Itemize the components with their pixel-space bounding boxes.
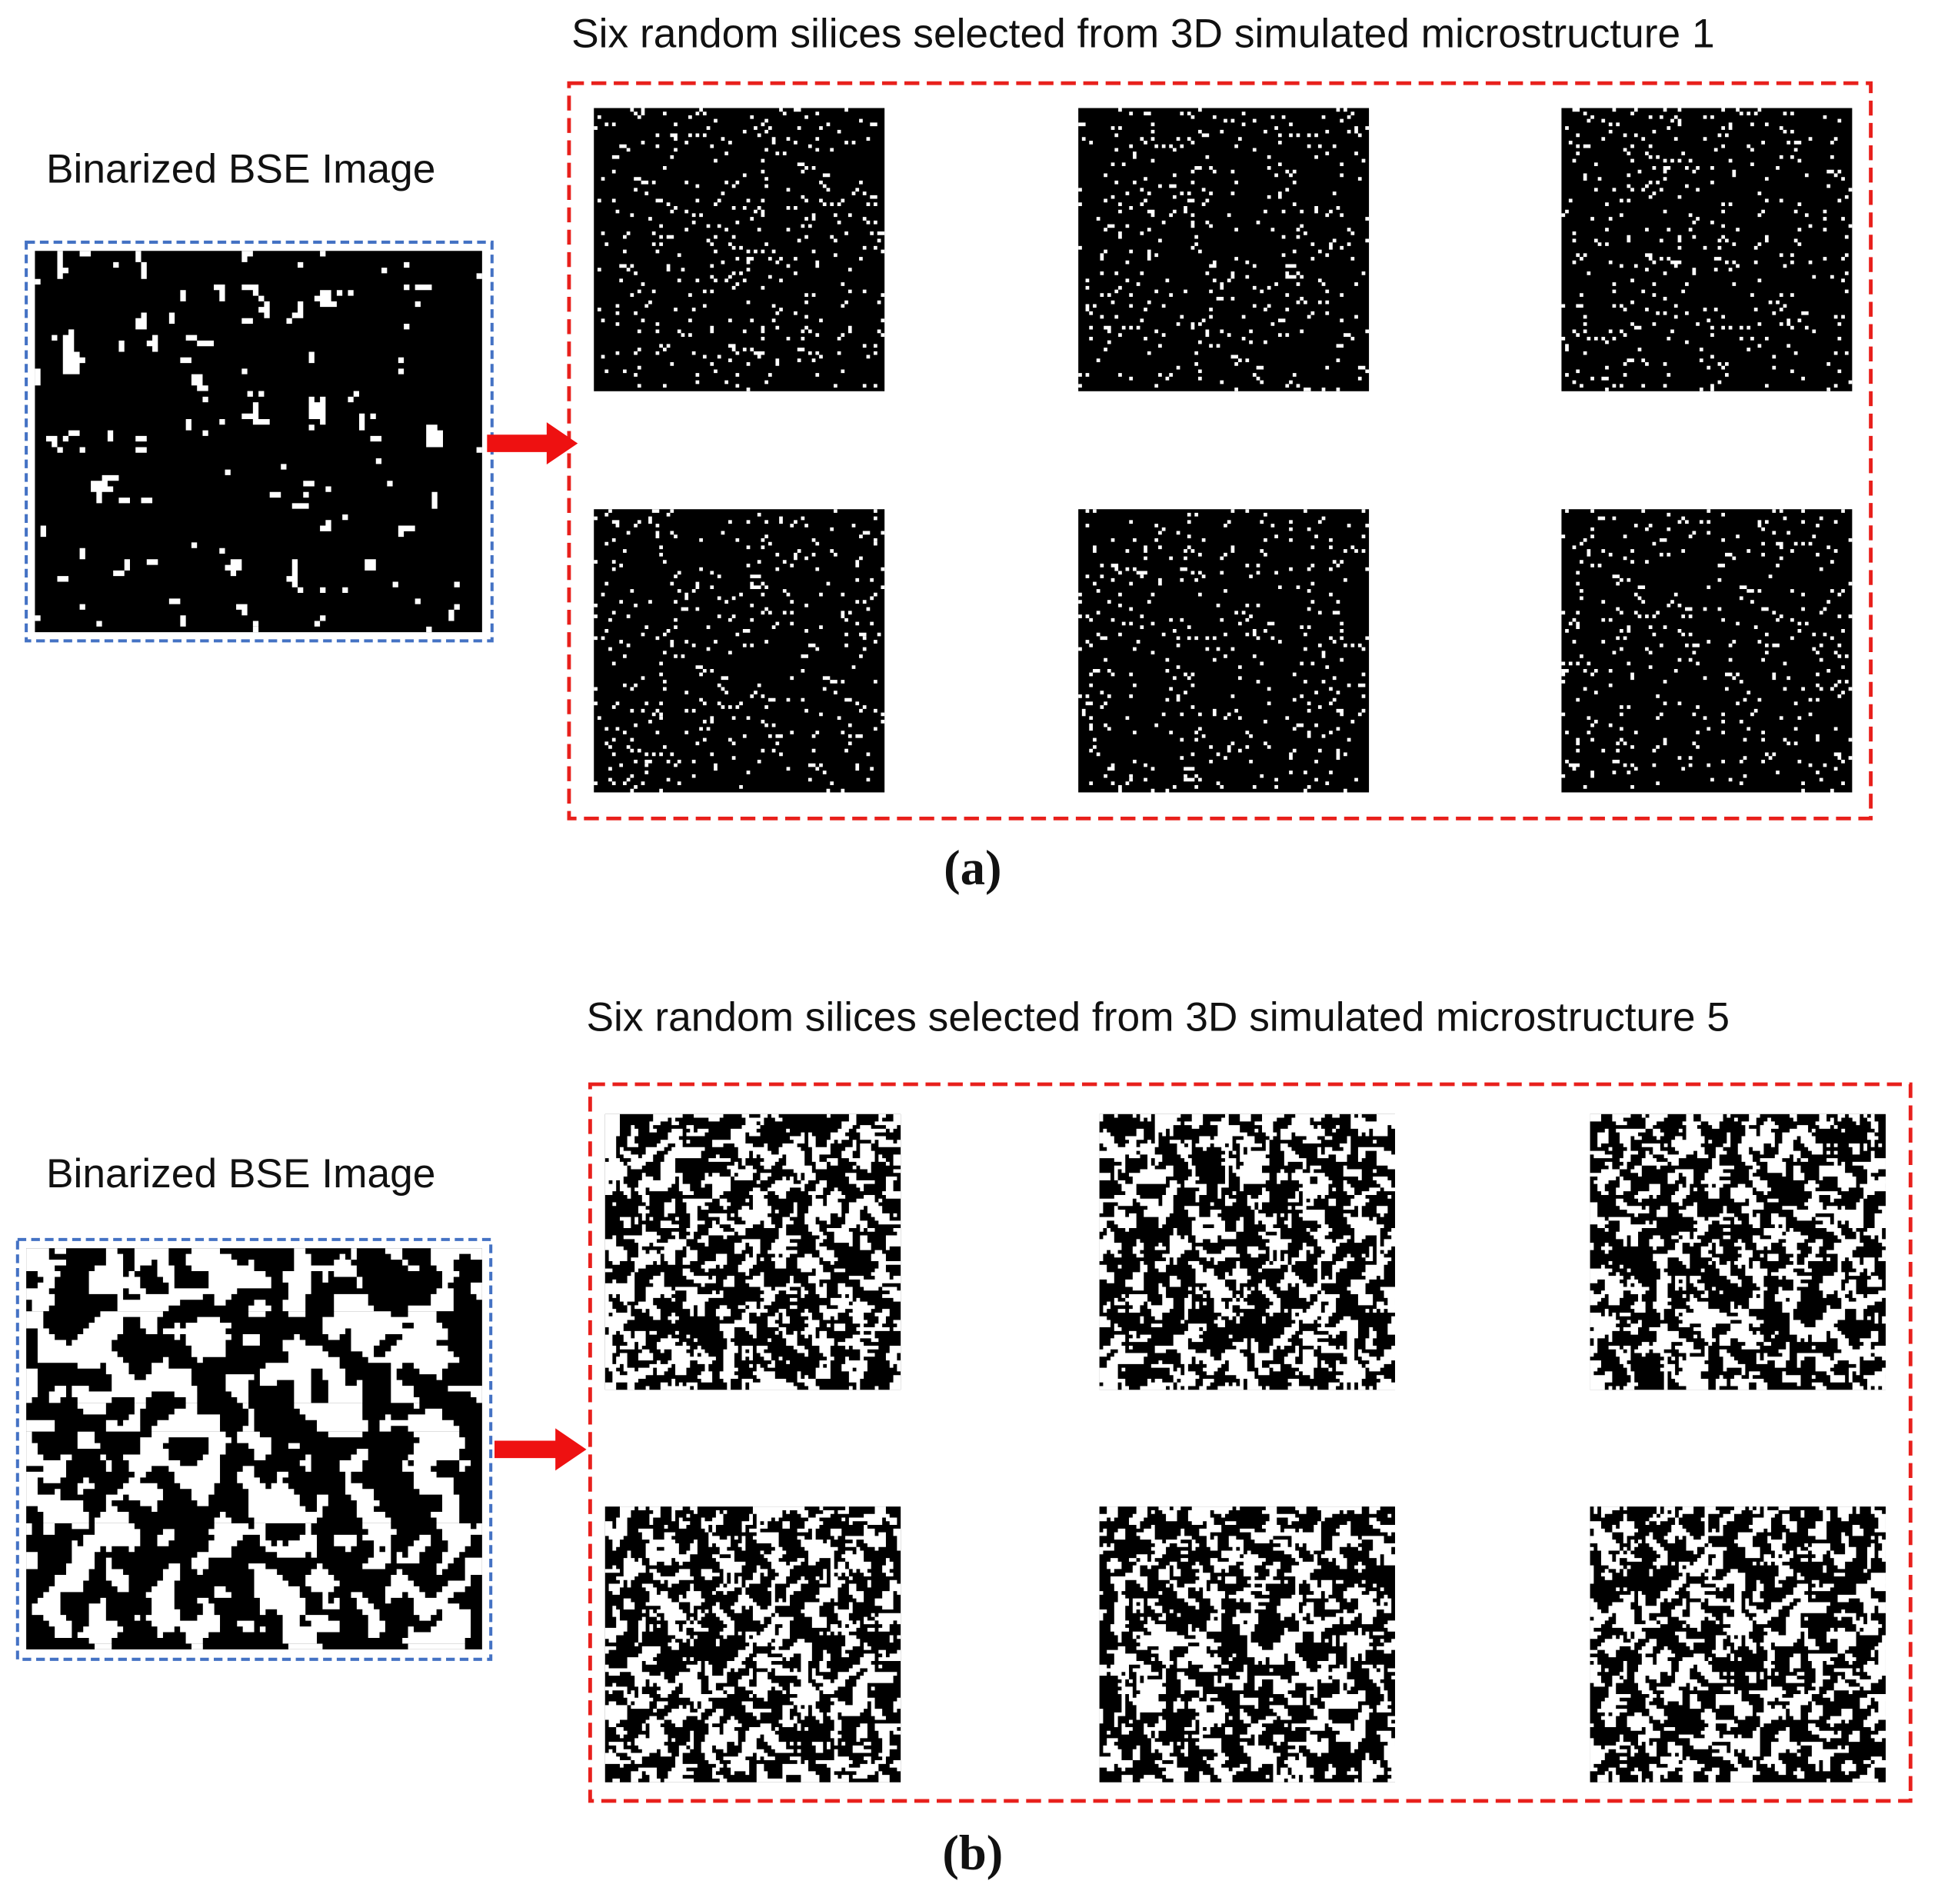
micrograph-phase <box>594 509 885 793</box>
input-label: Binarized BSE Image <box>46 1151 435 1197</box>
slices-title: Six random silices selected from 3D simu… <box>587 995 1730 1040</box>
micrograph <box>1561 509 1853 793</box>
slices-frame <box>567 81 1873 821</box>
micrograph-phase <box>604 1506 901 1783</box>
micrograph-phase <box>604 1113 901 1390</box>
micrograph-phase <box>1561 108 1853 391</box>
input-frame <box>15 1237 493 1661</box>
micrograph-phase <box>26 1248 482 1649</box>
arrow <box>487 422 578 465</box>
arrow <box>494 1428 587 1471</box>
micrograph <box>35 251 482 633</box>
slices-title: Six random silices selected from 3D simu… <box>571 11 1714 56</box>
input-label: Binarized BSE Image <box>46 146 435 191</box>
micrograph-phase <box>594 108 885 391</box>
micrograph-phase <box>1590 1506 1886 1783</box>
micrograph-phase <box>1561 509 1853 793</box>
micrograph-phase <box>1078 509 1370 793</box>
micrograph-phase <box>1099 1113 1396 1390</box>
micrograph <box>1078 108 1370 391</box>
panel-label: (a) <box>944 840 1001 895</box>
panel-label: (b) <box>942 1825 1003 1880</box>
slices-frame <box>588 1082 1913 1803</box>
input-frame <box>25 240 494 643</box>
micrograph <box>1078 509 1370 793</box>
micrograph-phase <box>1590 1113 1886 1390</box>
micrograph-phase <box>1099 1506 1396 1783</box>
